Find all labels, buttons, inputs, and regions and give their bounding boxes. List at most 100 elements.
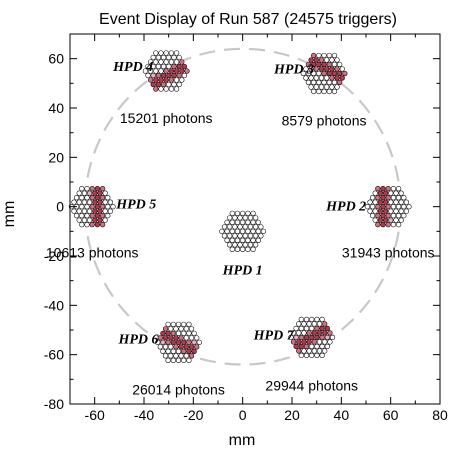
hpd-pixel bbox=[324, 57, 330, 63]
hpd-pixel bbox=[316, 339, 323, 345]
hpd-pixel bbox=[168, 50, 175, 56]
hpd-pixel bbox=[237, 233, 243, 239]
hpd-pixel bbox=[168, 326, 174, 332]
hpd-pixel bbox=[316, 52, 322, 59]
hpd-pixel bbox=[247, 215, 254, 221]
hpd-pixel bbox=[81, 199, 88, 205]
hpd-pixel bbox=[224, 228, 230, 234]
hpd-pixel bbox=[398, 190, 404, 196]
hpd-pixel bbox=[303, 325, 310, 332]
hpd-pixel bbox=[105, 204, 111, 210]
hpd-pixel bbox=[79, 195, 85, 201]
hpd-pixel bbox=[84, 222, 90, 228]
hpd-pixel bbox=[181, 72, 188, 79]
hpd-pixel bbox=[186, 357, 192, 363]
hpd-pixel bbox=[194, 335, 200, 341]
hpd1-group: HPD 1 bbox=[219, 210, 267, 278]
hpd-pixel bbox=[308, 57, 314, 63]
hpd-pixel bbox=[158, 50, 164, 56]
hpd-pixel bbox=[175, 348, 182, 354]
hpd-pixel bbox=[92, 199, 98, 205]
hpd-pixel bbox=[176, 81, 182, 88]
hpd-pixel bbox=[168, 68, 175, 74]
hpd-pixel bbox=[229, 219, 235, 225]
x-tick-label: -40 bbox=[134, 407, 154, 423]
axis-ticks: -60 -40 -20 0 20 40 60 80 -80 -60 -40 -20 0 20 40 60 bbox=[44, 33, 448, 423]
hpd-pixel bbox=[306, 339, 312, 345]
hpd-pixel bbox=[322, 321, 328, 327]
hpd-pixel bbox=[219, 228, 225, 234]
hpd-pixel bbox=[166, 54, 172, 61]
y-tick-label: -60 bbox=[44, 347, 64, 363]
x-tick-label: -20 bbox=[183, 407, 203, 423]
hpd-pixel bbox=[188, 353, 195, 359]
hpd-pixel bbox=[250, 237, 256, 243]
hpd-pixel bbox=[337, 61, 343, 68]
hpd-pixel bbox=[171, 72, 177, 79]
hpd-pixel bbox=[194, 344, 200, 350]
hpd-pixel bbox=[97, 199, 103, 205]
hpd-pixel bbox=[253, 224, 259, 230]
hpd-pixel bbox=[316, 79, 322, 86]
hpd-pixel bbox=[227, 224, 233, 230]
hpd-pixel bbox=[309, 343, 315, 350]
y-tick-label: -40 bbox=[44, 297, 64, 313]
hpd-pixel bbox=[145, 63, 151, 70]
hpd-pixel bbox=[179, 68, 185, 74]
hpd-pixel bbox=[153, 86, 159, 92]
hpd-pixel bbox=[306, 348, 312, 354]
hpd-pixel bbox=[165, 357, 171, 363]
hpd-pixel bbox=[388, 208, 394, 214]
plot-frame bbox=[69, 33, 441, 405]
hpd-pixel bbox=[76, 217, 82, 223]
hpd3-pixel-array bbox=[300, 52, 348, 95]
hpd-pixel bbox=[99, 195, 106, 201]
hpd-pixel bbox=[160, 330, 166, 336]
hpd-pixel bbox=[342, 70, 348, 77]
hpd-pixel bbox=[393, 199, 399, 205]
hpd-pixel bbox=[150, 81, 156, 88]
hpd5-label: HPD 5 bbox=[115, 198, 156, 213]
hpd-pixel bbox=[372, 208, 378, 214]
hpd-pixel bbox=[84, 195, 90, 201]
hpd6-pixel-array bbox=[155, 321, 202, 363]
hpd-pixel bbox=[311, 321, 317, 327]
hpd-pixel bbox=[369, 204, 376, 210]
hpd-pixel bbox=[165, 348, 171, 354]
hpd-pixel bbox=[253, 242, 259, 248]
hpd-pixel bbox=[188, 335, 195, 341]
hpd-pixel bbox=[155, 72, 162, 79]
hpd-pixel bbox=[158, 77, 164, 83]
hpd-pixel bbox=[377, 217, 384, 223]
hpd-pixel bbox=[191, 330, 197, 336]
hpd-pixel bbox=[89, 186, 95, 192]
hpd-pixel bbox=[329, 75, 335, 81]
hpd-pixel bbox=[181, 348, 187, 354]
hpd-pixel bbox=[240, 219, 246, 225]
hpd-pixel bbox=[107, 199, 114, 205]
hpd-pixel bbox=[73, 195, 80, 201]
hpd-pixel bbox=[181, 330, 187, 336]
hpd-pixel bbox=[334, 57, 340, 63]
hpd-pixel bbox=[110, 204, 116, 210]
hpd2-label: HPD 2 bbox=[325, 200, 366, 215]
hpd-pixel bbox=[326, 70, 332, 77]
hpd-pixel bbox=[395, 204, 402, 210]
hpd-pixel bbox=[382, 199, 389, 205]
hpd-pixel bbox=[324, 84, 330, 90]
hpd-pixel bbox=[375, 204, 381, 210]
hpd-pixel bbox=[179, 59, 185, 65]
hpd-layer: HPD 4 15201 photons HPD 3 8579 photons HPD 5… bbox=[46, 50, 435, 397]
hpd-pixel bbox=[147, 68, 154, 74]
hpd-pixel bbox=[318, 66, 325, 72]
hpd-pixel bbox=[227, 242, 233, 248]
hpd-pixel bbox=[76, 199, 82, 205]
hpd-pixel bbox=[224, 219, 230, 225]
hpd-pixel bbox=[227, 215, 233, 221]
hpd-pixel bbox=[403, 208, 410, 214]
hpd-pixel bbox=[255, 237, 261, 243]
hpd-pixel bbox=[318, 75, 325, 81]
hpd-pixel bbox=[168, 335, 174, 341]
y-axis-label: mm bbox=[1, 201, 18, 228]
hpd-pixel bbox=[97, 190, 103, 196]
